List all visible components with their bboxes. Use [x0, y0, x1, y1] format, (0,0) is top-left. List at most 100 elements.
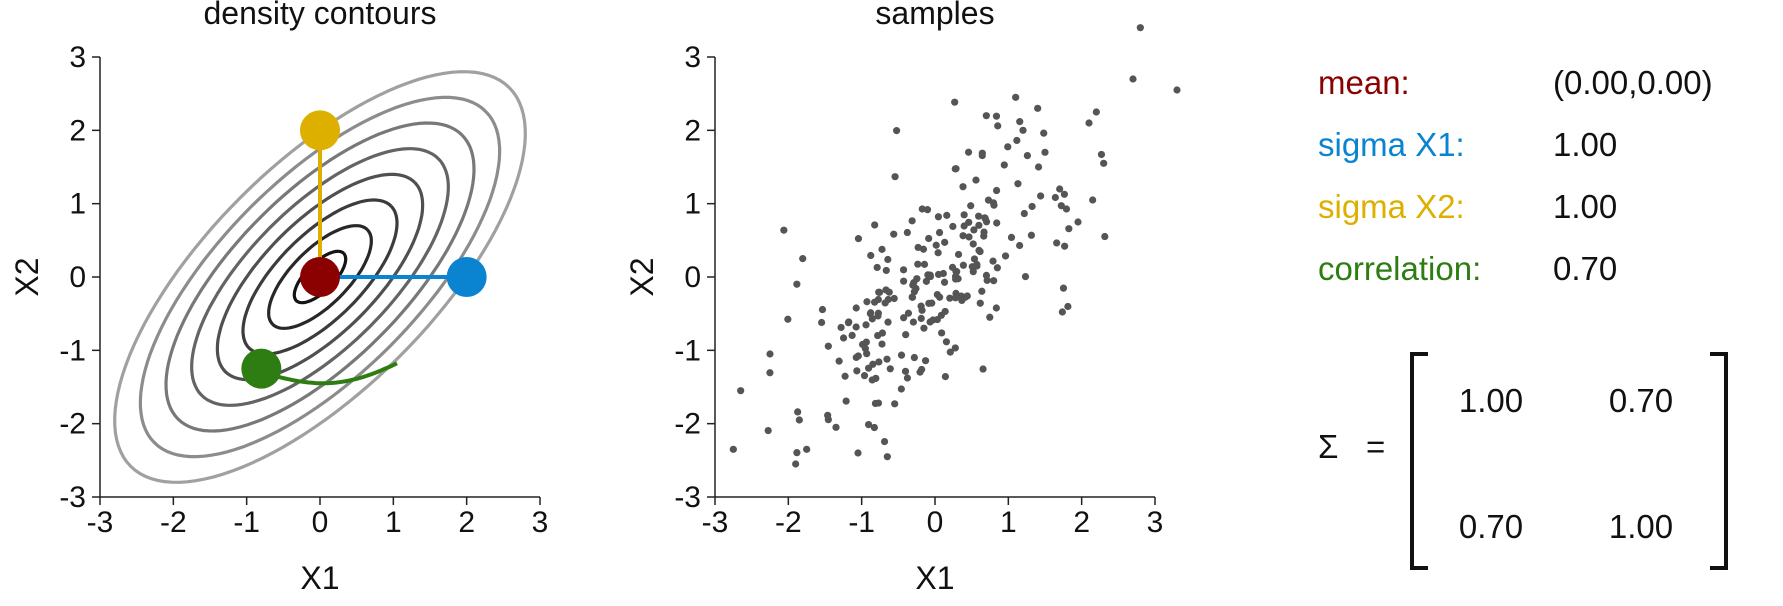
sample-point: [839, 334, 848, 342]
sample-point: [1074, 218, 1082, 226]
sample-point: [903, 374, 912, 382]
density-contour-line: [292, 249, 348, 305]
sample-point: [841, 372, 849, 380]
sample-point: [1028, 202, 1036, 211]
samples-x-tick-label: -1: [848, 506, 875, 539]
samples-y-tick-label: 1: [684, 188, 701, 221]
sample-point: [983, 276, 991, 284]
sample-point: [989, 257, 997, 265]
param-row-sigma-x2: sigma X2: 1.00: [1318, 176, 1758, 238]
param-label-correlation: correlation:: [1318, 250, 1482, 287]
contour-y-tick-label: 2: [69, 114, 86, 147]
sample-point: [984, 196, 993, 204]
sample-point: [1060, 190, 1068, 198]
sample-point: [835, 357, 843, 365]
density-contour-line: [164, 121, 476, 433]
sample-point: [970, 255, 979, 263]
sigma-x2-handle: [300, 110, 340, 151]
sample-point: [862, 321, 870, 329]
param-value-sigma-x1: 1.00: [1553, 126, 1618, 163]
parameter-list: mean: (0.00,0.00) sigma X1: 1.00 sigma X…: [1318, 52, 1758, 300]
sample-point: [878, 340, 886, 348]
sample-point: [978, 149, 986, 157]
sample-point: [954, 250, 963, 259]
sample-point: [949, 222, 957, 231]
sample-point: [993, 264, 1001, 272]
sample-point: [900, 314, 908, 322]
sample-point: [965, 218, 973, 226]
sample-point: [975, 212, 983, 220]
sample-point: [916, 368, 924, 376]
samples-y-tick-label: -1: [674, 334, 701, 367]
sample-point: [882, 266, 890, 275]
samples-x-axis-label: X1: [915, 560, 954, 596]
correlation-handle: [241, 348, 282, 389]
sample-point: [890, 230, 898, 238]
sample-point: [874, 295, 882, 304]
sample-point: [921, 357, 930, 365]
sample-point: [934, 213, 943, 221]
sample-point: [864, 364, 873, 372]
sample-point: [1061, 242, 1069, 250]
sample-point: [792, 460, 800, 468]
contour-x-tick-label: -3: [87, 506, 114, 539]
sample-point: [884, 295, 892, 304]
sample-point: [884, 318, 892, 326]
sample-point: [883, 453, 891, 461]
sample-point: [900, 277, 908, 285]
contour-x-tick-label: 2: [458, 506, 475, 539]
sample-point: [903, 228, 911, 237]
contour-x-tick-label: -1: [233, 506, 260, 539]
sample-point: [871, 221, 879, 229]
sample-point: [1040, 129, 1048, 137]
sample-point: [844, 319, 853, 327]
sample-point: [1016, 118, 1024, 126]
samples-y-tick-label: 0: [684, 261, 701, 294]
sample-point: [965, 233, 973, 241]
sample-point: [780, 226, 788, 234]
contour-y-tick-label: 0: [69, 261, 86, 294]
sample-point: [941, 307, 949, 316]
samples-y-tick-label: -2: [674, 408, 701, 441]
sample-point: [793, 280, 801, 288]
sample-point: [854, 352, 862, 360]
sample-point: [960, 211, 968, 219]
param-row-sigma-x1: sigma X1: 1.00: [1318, 114, 1758, 176]
samples-y-axis-label: X2: [624, 257, 660, 296]
sample-point: [1059, 284, 1068, 292]
density-contour-line: [113, 70, 527, 484]
sample-point: [935, 228, 944, 237]
samples-x-tick-label: 0: [927, 506, 944, 539]
sample-point: [1007, 233, 1016, 241]
sample-point: [936, 293, 944, 301]
sample-point: [1037, 192, 1045, 200]
sample-point: [1173, 86, 1181, 94]
sample-point: [918, 205, 926, 213]
sample-point: [964, 148, 973, 156]
sample-point: [941, 238, 949, 246]
param-value-correlation: 0.70: [1553, 250, 1618, 287]
sample-point: [934, 270, 943, 279]
sample-point: [975, 246, 983, 255]
sample-point: [884, 255, 892, 264]
sample-point: [874, 399, 883, 407]
sample-point: [982, 218, 991, 226]
sample-point: [980, 228, 988, 236]
sample-point: [824, 411, 832, 419]
density-contours-panel: -3 -2 -1 0 1 2 3 -3 -2 -1 0 1 2 3 X1 X2 density contours: [9, 0, 548, 596]
samples-y-tick-label: 2: [684, 114, 701, 147]
param-value-mean: (0.00,0.00): [1553, 64, 1713, 101]
sample-point: [1062, 205, 1071, 213]
param-label-sigma-x1: sigma X1:: [1318, 126, 1465, 163]
sample-point: [973, 260, 981, 269]
sample-point: [1089, 196, 1097, 204]
sample-point: [848, 331, 856, 340]
sample-point: [994, 122, 1002, 130]
param-label-sigma-x2: sigma X2:: [1318, 188, 1465, 225]
sample-point: [912, 284, 920, 293]
sample-point: [959, 261, 967, 269]
sample-point: [824, 342, 832, 350]
sample-point: [1020, 209, 1028, 218]
sample-point: [992, 112, 1001, 120]
right-bracket: [1710, 352, 1728, 570]
